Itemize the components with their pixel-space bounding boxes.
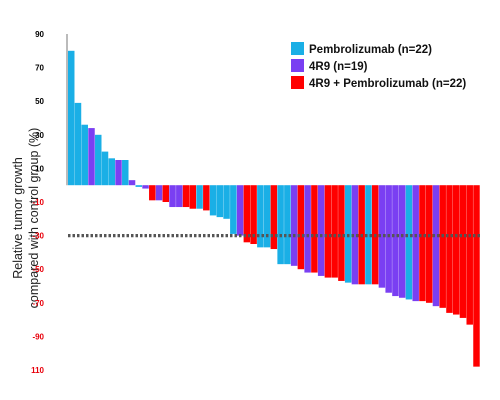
- legend-label: 4R9 + Pembrolizumab (n=22): [309, 78, 466, 90]
- y-axis-label-line-2: compared with control group (%): [27, 128, 41, 309]
- bars: [68, 50, 480, 367]
- bar: [189, 185, 197, 209]
- bar: [216, 185, 224, 218]
- bar: [155, 185, 163, 201]
- bar: [74, 102, 82, 186]
- bar: [135, 185, 143, 187]
- y-tick-label: 50: [35, 97, 44, 106]
- bar: [331, 185, 338, 278]
- bar: [88, 128, 95, 186]
- bar: [317, 185, 325, 276]
- bar: [149, 185, 156, 201]
- bar: [459, 185, 467, 318]
- bar: [385, 185, 392, 293]
- bar: [439, 185, 446, 308]
- bar: [115, 160, 122, 186]
- y-tick-label: -70: [32, 299, 44, 308]
- bar: [398, 185, 406, 298]
- bar: [284, 185, 291, 265]
- bar: [425, 185, 433, 303]
- y-tick-label: -50: [32, 265, 44, 274]
- bar: [162, 185, 170, 202]
- y-tick-label: 90: [35, 30, 44, 39]
- bar: [290, 185, 298, 266]
- bar: [452, 185, 460, 315]
- bar: [304, 185, 311, 273]
- bar: [142, 185, 149, 189]
- bar: [412, 185, 419, 302]
- bar: [243, 185, 251, 243]
- bar: [432, 185, 440, 307]
- bar: [466, 185, 473, 325]
- bar: [182, 185, 190, 208]
- bar: [378, 185, 386, 288]
- y-tick-label: 70: [35, 64, 44, 73]
- bar: [344, 185, 352, 283]
- bar: [446, 185, 453, 313]
- bar: [196, 185, 203, 209]
- bar: [81, 124, 88, 186]
- bar: [419, 185, 426, 302]
- bar: [128, 180, 136, 186]
- bar: [473, 185, 480, 367]
- y-axis-label: Relative tumor growth compared with cont…: [11, 128, 41, 309]
- legend-swatch: [291, 42, 304, 55]
- bar: [209, 185, 217, 216]
- legend-label: Pembrolizumab (n=22): [309, 44, 432, 56]
- bar: [122, 160, 129, 186]
- bar: [270, 185, 278, 250]
- bar: [230, 185, 237, 234]
- bar: [263, 185, 271, 248]
- bar: [338, 185, 345, 281]
- bar: [277, 185, 284, 265]
- bar: [108, 158, 115, 186]
- bar: [311, 185, 318, 273]
- legend: Pembrolizumab (n=22) 4R9 (n=19) 4R9 + Pemb…: [291, 42, 466, 90]
- legend-swatch: [291, 76, 304, 89]
- bar: [257, 185, 264, 248]
- bar: [176, 185, 183, 208]
- bar: [250, 185, 257, 244]
- bar: [223, 185, 230, 219]
- bar: [203, 185, 210, 211]
- legend-swatch: [291, 59, 304, 72]
- y-axis-ticks: 90 70 50 30 10 -10 -30 -50 -70 -90 110: [31, 30, 44, 375]
- bar: [405, 185, 413, 300]
- legend-label: 4R9 (n=19): [309, 61, 368, 73]
- bar: [95, 134, 102, 186]
- y-tick-label: -30: [32, 232, 44, 241]
- bar: [236, 185, 244, 236]
- y-tick-label: 110: [31, 366, 44, 375]
- y-tick-label: 30: [35, 131, 44, 140]
- bar: [169, 185, 176, 208]
- y-tick-label: -10: [32, 198, 44, 207]
- bar: [297, 185, 305, 270]
- y-tick-label: 10: [35, 164, 44, 173]
- bar: [351, 185, 359, 285]
- bar: [68, 50, 75, 186]
- bar: [392, 185, 399, 297]
- bar: [324, 185, 332, 278]
- bar: [365, 185, 372, 285]
- y-axis-label-line-1: Relative tumor growth: [11, 157, 25, 279]
- y-tick-label: -90: [32, 332, 44, 341]
- bar: [101, 151, 109, 186]
